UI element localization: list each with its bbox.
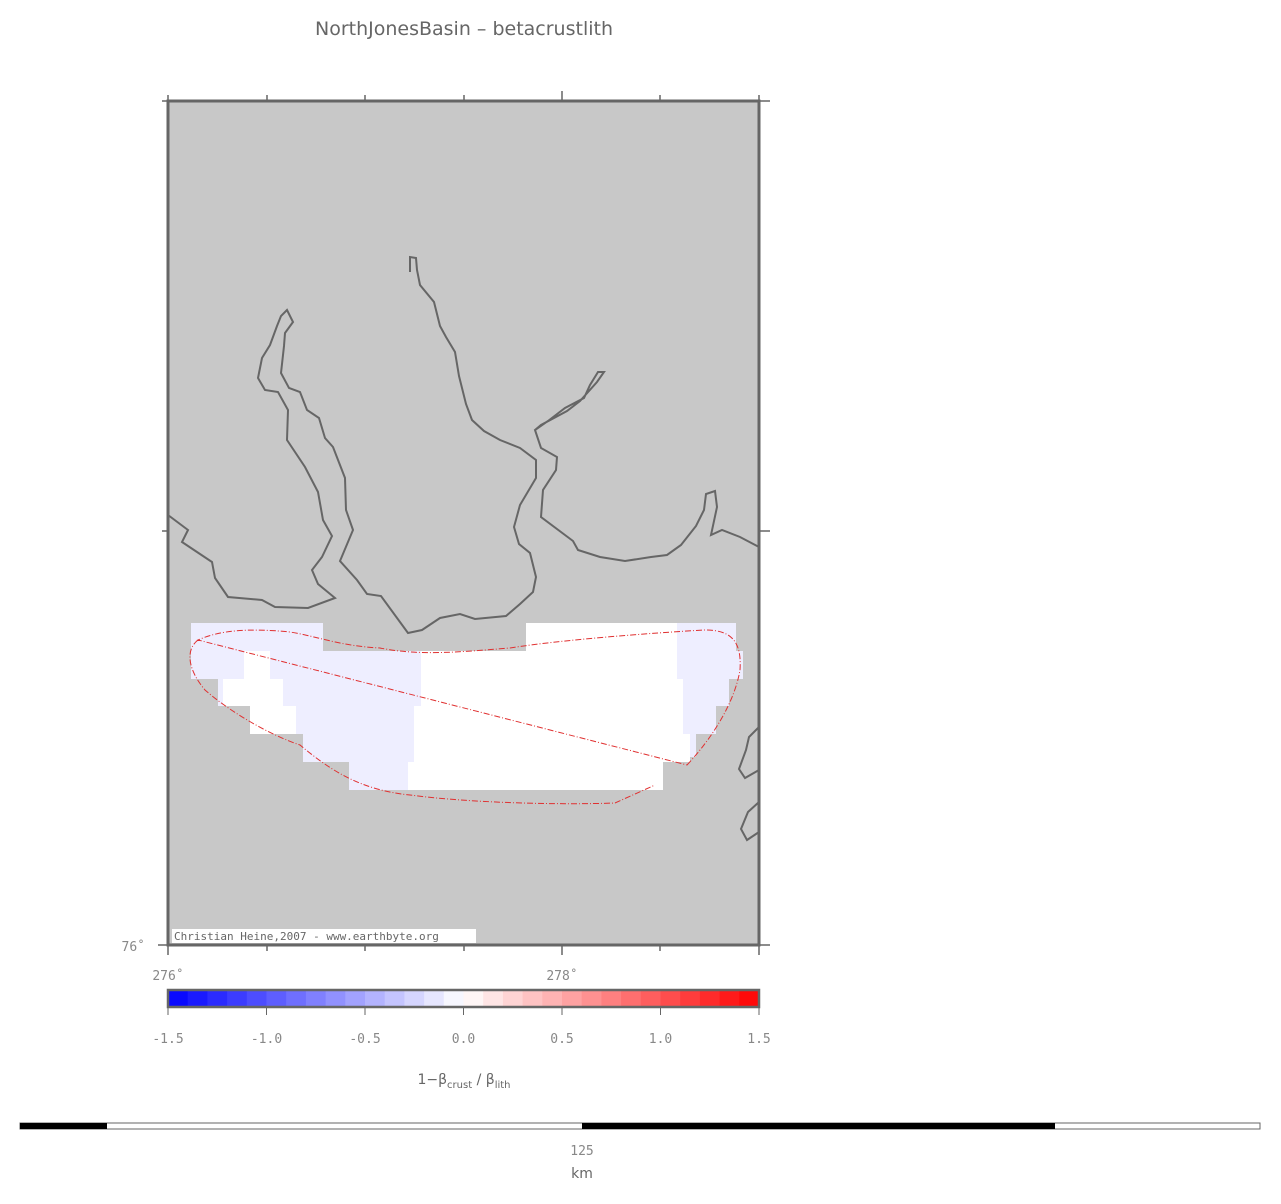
colorbar-swatch — [522, 990, 543, 1007]
colorbar-tick-label: 0.5 — [550, 1032, 573, 1047]
colorbar-swatch — [286, 990, 307, 1007]
colorbar-swatch — [542, 990, 563, 1007]
longitude-label: 278˚ — [546, 968, 577, 984]
longitude-label: 276˚ — [152, 968, 183, 984]
colorbar-tick-label: 0.0 — [452, 1032, 475, 1047]
colorbar-swatch — [424, 990, 445, 1007]
contour — [189, 629, 741, 805]
colorbar-swatch — [246, 990, 267, 1007]
colorbar-swatch — [187, 990, 208, 1007]
colorbar-swatch — [463, 990, 484, 1007]
scale-label: 125 — [570, 1144, 593, 1159]
colorbar-swatch — [443, 990, 464, 1007]
label-sub: lith — [495, 1080, 511, 1091]
colorbar-swatch — [483, 990, 504, 1007]
colorbar-swatch — [345, 990, 366, 1007]
colorbar-swatch — [365, 990, 386, 1007]
colorbar-swatch — [404, 990, 425, 1007]
colorbar-swatch — [325, 990, 346, 1007]
title: NorthJonesBasin – betacrustlith — [315, 18, 613, 40]
label-sub: crust — [447, 1080, 472, 1091]
shaded-area — [677, 623, 743, 757]
scale-unit: km — [571, 1166, 593, 1182]
colorbar-tick-label: -0.5 — [349, 1032, 380, 1047]
colorbar: -1.5 -1.0 -0.5 0.0 0.5 1.0 1.5 — [152, 988, 771, 1047]
credit: Christian Heine,2007 - www.earthbyte.org — [174, 930, 439, 943]
colorbar-swatch — [680, 990, 701, 1007]
frame-ticks — [158, 91, 770, 955]
credit-box — [172, 929, 476, 943]
colorbar-swatch — [207, 990, 228, 1007]
latitude-label: 76˚ — [122, 939, 145, 955]
colorbar-swatch — [305, 990, 327, 1007]
map: Christian Heine,2007 - www.earthbyte.org… — [122, 91, 770, 984]
colorbar-swatch — [168, 990, 189, 1007]
scale-bar: 125 km — [19, 1122, 1261, 1182]
colorbar-label: 1−βcrust / βlith — [417, 1072, 510, 1091]
colorbar-swatch — [621, 990, 642, 1007]
colorbar-swatch — [562, 990, 583, 1007]
colorbar-swatch — [601, 990, 622, 1007]
label-part: 1−β — [417, 1072, 447, 1088]
map-background — [168, 101, 759, 945]
label-part: / β — [472, 1072, 495, 1088]
colorbar-swatch — [660, 990, 681, 1007]
colorbar-swatch — [502, 990, 524, 1007]
colorbar-tick-label: 1.0 — [649, 1032, 672, 1047]
colorbar-tick-label: -1.0 — [251, 1032, 282, 1047]
colorbar-swatch — [719, 990, 740, 1007]
colorbar-swatch — [739, 990, 760, 1007]
colorbar-swatch — [581, 990, 602, 1007]
colorbar-swatch — [640, 990, 661, 1007]
colorbar-swatch — [227, 990, 248, 1007]
colorbar-swatch — [699, 990, 721, 1007]
colorbar-tick-label: -1.5 — [152, 1032, 183, 1047]
colorbar-swatch — [266, 990, 287, 1007]
colorbar-tick-label: 1.5 — [747, 1032, 770, 1047]
coastline — [167, 255, 760, 842]
colorbar-swatch — [384, 990, 405, 1007]
